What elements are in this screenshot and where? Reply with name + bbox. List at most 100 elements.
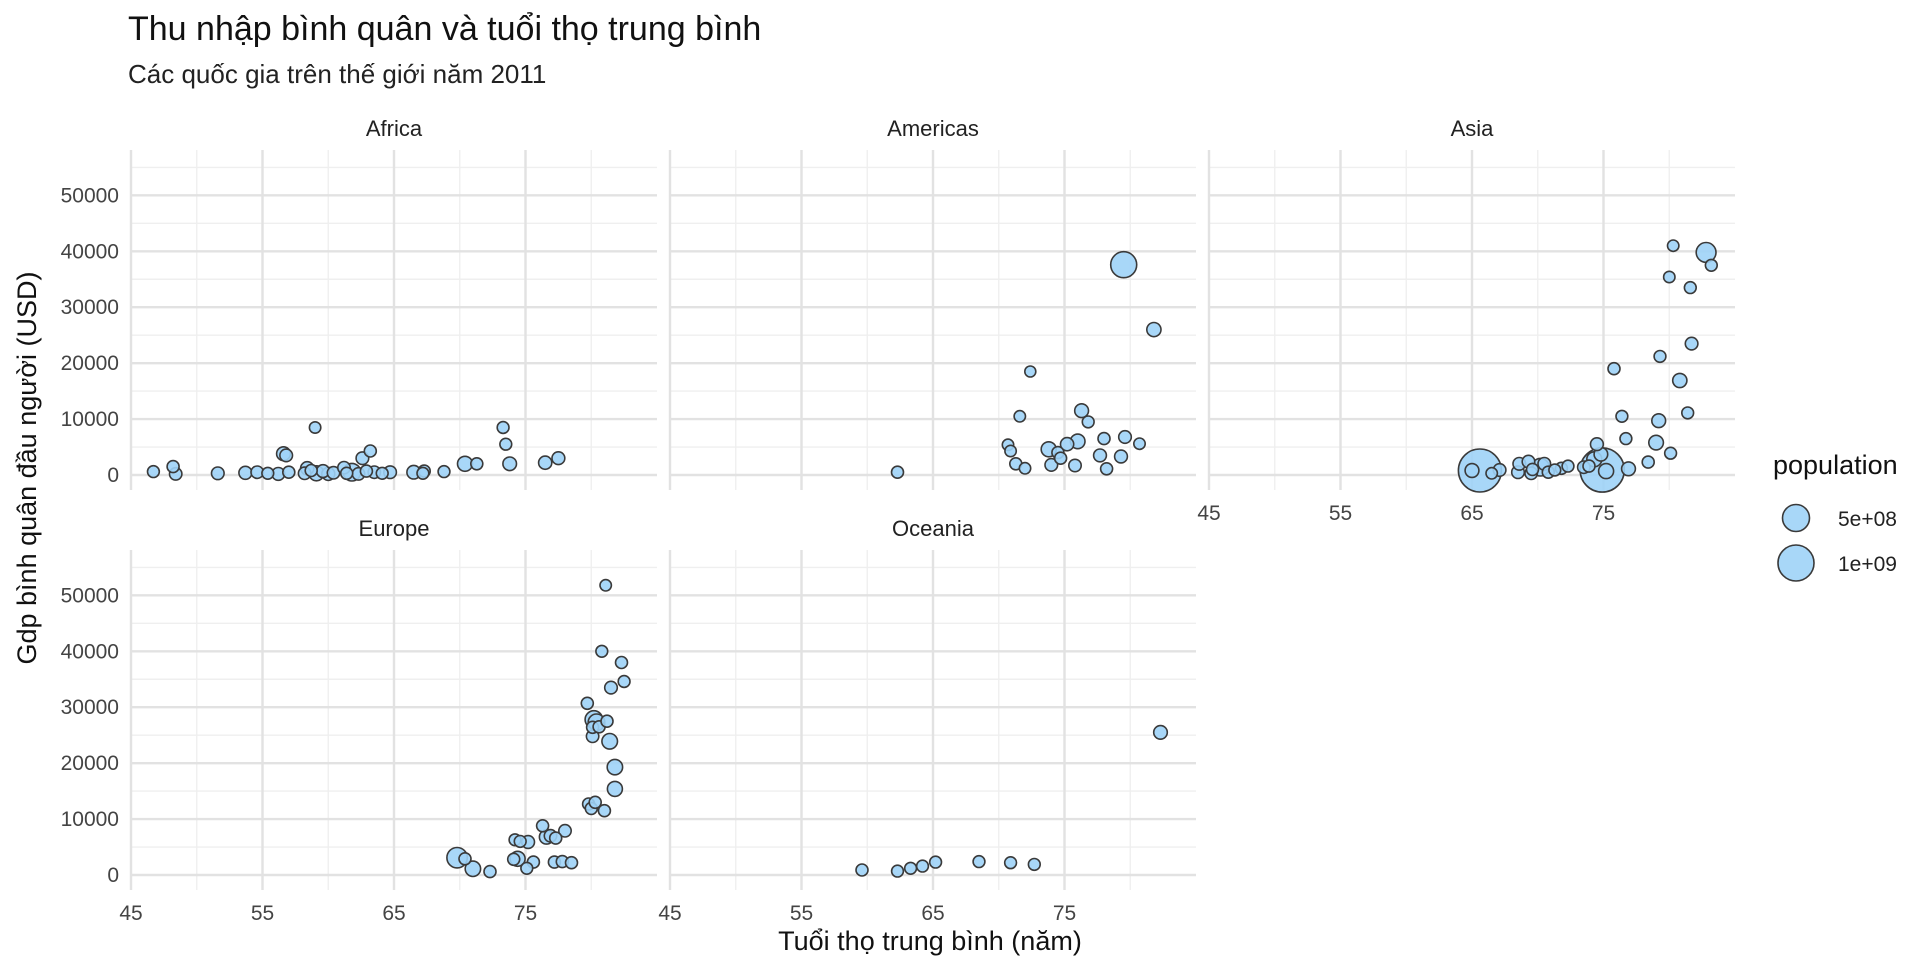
x-tick-label: 55 xyxy=(1329,502,1352,525)
data-point xyxy=(564,855,579,870)
data-point xyxy=(1152,724,1169,741)
x-tick-label: 55 xyxy=(790,902,813,925)
data-point xyxy=(1525,462,1540,477)
legend-title: population xyxy=(1773,450,1898,480)
data-point xyxy=(1619,431,1633,446)
data-point xyxy=(601,732,619,750)
y-tick-label: 10000 xyxy=(61,808,119,831)
data-point xyxy=(1146,321,1162,338)
data-point xyxy=(1117,429,1133,445)
y-tick-label: 0 xyxy=(107,464,119,487)
data-point xyxy=(588,795,603,810)
y-tick-label: 0 xyxy=(107,864,119,887)
data-point xyxy=(1027,857,1042,872)
data-point xyxy=(502,456,518,472)
y-tick-label: 30000 xyxy=(61,296,119,319)
data-point xyxy=(1582,459,1596,473)
facet-panel-americas: Americas xyxy=(668,116,1196,490)
data-point xyxy=(308,420,322,434)
x-tick-label: 55 xyxy=(251,902,274,925)
facet-panel-oceania: Oceania 45 55 65 75 xyxy=(658,516,1196,925)
data-point xyxy=(1097,431,1111,446)
data-point xyxy=(146,464,161,479)
data-point xyxy=(1607,361,1621,376)
data-point xyxy=(1004,444,1018,458)
facet-panels: Africa 0 10000 20000 30000 40000 50000 Americas… xyxy=(61,116,1735,925)
data-point xyxy=(1666,239,1680,253)
x-tick-label: 65 xyxy=(1460,502,1483,525)
data-point xyxy=(499,437,513,451)
data-point xyxy=(928,855,943,869)
data-point xyxy=(580,696,595,711)
data-point xyxy=(496,420,510,435)
data-point xyxy=(1620,461,1637,477)
x-tick-label: 65 xyxy=(382,902,405,925)
legend-key xyxy=(1777,544,1815,582)
y-tick-label: 20000 xyxy=(61,352,119,375)
data-point xyxy=(1597,462,1615,480)
y-tick-label: 50000 xyxy=(61,184,119,207)
data-point xyxy=(304,463,319,478)
y-tick-label: 40000 xyxy=(61,640,119,663)
y-tick-label: 40000 xyxy=(61,240,119,263)
facet-panel-asia: Asia 45 55 65 75 xyxy=(1197,116,1735,525)
legend-label: 5e+08 xyxy=(1838,508,1897,531)
data-point xyxy=(557,823,572,838)
data-point xyxy=(903,861,918,875)
data-point xyxy=(1653,349,1667,364)
facet-panel-europe: Europe 0 10000 20000 30000 40000 50000 45 55 65 75 xyxy=(61,516,657,925)
data-point xyxy=(359,464,374,478)
data-point xyxy=(606,780,624,798)
data-point xyxy=(1485,466,1499,480)
data-point xyxy=(1641,455,1655,469)
data-point xyxy=(551,451,566,466)
data-point xyxy=(1024,365,1037,378)
data-point xyxy=(469,456,484,471)
data-point xyxy=(1561,459,1575,473)
data-point xyxy=(1113,449,1129,464)
data-point xyxy=(464,860,482,878)
data-point xyxy=(416,466,430,480)
data-point xyxy=(1671,372,1688,389)
legend-label: 1e+09 xyxy=(1838,553,1897,576)
data-point xyxy=(548,831,563,845)
data-point xyxy=(437,464,451,479)
facet-label: Europe xyxy=(359,516,430,541)
data-point xyxy=(506,852,521,867)
y-tick-label: 50000 xyxy=(61,584,119,607)
data-point xyxy=(520,861,534,875)
data-point xyxy=(261,466,275,480)
data-point xyxy=(1018,461,1032,475)
data-point xyxy=(1650,413,1667,429)
data-point xyxy=(1099,461,1114,476)
facet-panel-africa: Africa 0 10000 20000 30000 40000 50000 xyxy=(61,116,657,490)
x-tick-label: 45 xyxy=(658,902,681,925)
y-tick-label: 30000 xyxy=(61,696,119,719)
data-point xyxy=(972,854,986,869)
data-point xyxy=(1044,457,1059,473)
y-tick-label: 20000 xyxy=(61,752,119,775)
data-point xyxy=(339,466,354,481)
x-tick-label: 75 xyxy=(514,902,537,925)
data-point xyxy=(1092,448,1108,463)
data-point xyxy=(1647,434,1665,451)
data-point xyxy=(1662,270,1676,284)
data-point xyxy=(535,818,550,833)
data-point xyxy=(890,864,905,878)
data-point xyxy=(1464,462,1480,479)
data-point xyxy=(597,803,612,818)
chart-title: Thu nhập bình quân và tuổi thọ trung bìn… xyxy=(128,10,761,48)
data-point xyxy=(855,863,869,877)
legend-key xyxy=(1781,503,1811,533)
x-tick-label: 65 xyxy=(921,902,944,925)
data-point xyxy=(595,644,609,658)
data-point xyxy=(1013,409,1027,423)
data-point xyxy=(363,444,378,458)
data-point xyxy=(537,455,553,471)
facet-label: Asia xyxy=(1451,116,1495,141)
data-point xyxy=(1663,446,1678,460)
chart-subtitle: Các quốc gia trên thế giới năm 2011 xyxy=(128,59,546,89)
data-point xyxy=(606,758,624,776)
data-point xyxy=(375,466,389,480)
data-point xyxy=(603,680,619,695)
